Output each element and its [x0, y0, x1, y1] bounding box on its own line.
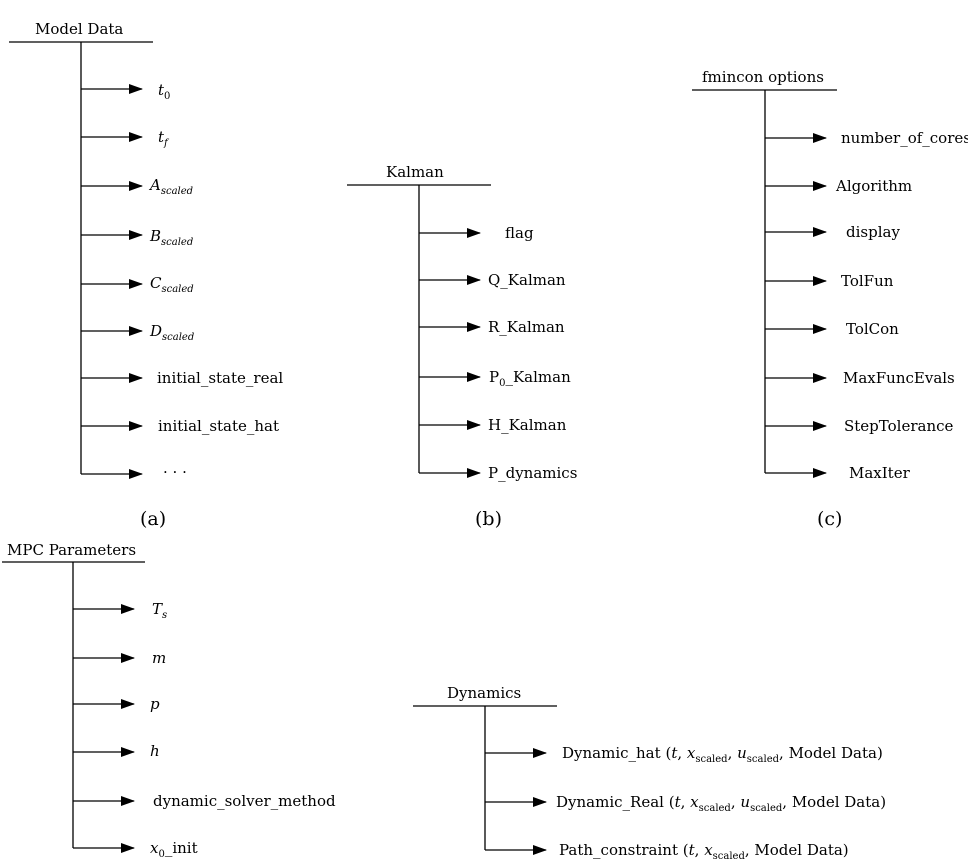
caption-a: (a) [140, 508, 167, 530]
tolcon-label: TolCon [846, 320, 899, 338]
maxfuncevals-label: MaxFuncEvals [843, 369, 955, 387]
caption-c: (c) [817, 508, 843, 530]
kalman-title: Kalman [386, 163, 444, 181]
h-kalman-label: H_Kalman [488, 416, 567, 434]
fmincon-title: fmincon options [702, 68, 824, 86]
p-dynamics-label: P_dynamics [488, 464, 578, 482]
m-label: m [152, 649, 167, 667]
r-kalman-label: R_Kalman [488, 318, 565, 336]
p-label: p [150, 695, 160, 713]
dynamics-title: Dynamics [447, 684, 522, 702]
model-data-title: Model Data [35, 20, 124, 38]
dynamic-hat-label: Dynamic_hat (t, xscaled, uscaled, Model … [562, 744, 883, 765]
q-kalman-label: Q_Kalman [488, 271, 566, 289]
b-scaled-label: Bscaled [150, 227, 194, 248]
tf-label: tf [158, 128, 168, 149]
caption-b: (b) [475, 508, 502, 530]
h-label: h [150, 742, 160, 760]
display-label: display [846, 223, 900, 241]
a-scaled-label: Ascaled [150, 176, 194, 197]
t0-label: t0 [158, 81, 171, 102]
dynamic-solver-method-label: dynamic_solver_method [153, 792, 336, 810]
tolfun-label: TolFun [841, 272, 894, 290]
steptolerance-label: StepTolerance [844, 417, 954, 435]
d-scaled-label: Dscaled [150, 322, 195, 343]
maxiter-label: MaxIter [849, 464, 910, 482]
p0-kalman-label: P0_Kalman [489, 368, 571, 389]
ts-label: Ts [152, 600, 168, 621]
ellipsis-label: · · · [163, 463, 187, 481]
initial-state-hat-label: initial_state_hat [158, 417, 280, 435]
dynamic-real-label: Dynamic_Real (t, xscaled, uscaled, Model… [556, 793, 887, 814]
mpc-parameters-title: MPC Parameters [7, 541, 137, 559]
path-constraint-label: Path_constraint (t, xscaled, Model Data) [559, 841, 849, 862]
x0-init-label: x0_init [150, 839, 198, 860]
c-scaled-label: Cscaled [150, 274, 194, 295]
flag-label: flag [505, 224, 534, 242]
number-of-cores-label: number_of_cores [841, 129, 968, 147]
initial-state-real-label: initial_state_real [157, 369, 284, 387]
algorithm-label: Algorithm [836, 177, 913, 195]
